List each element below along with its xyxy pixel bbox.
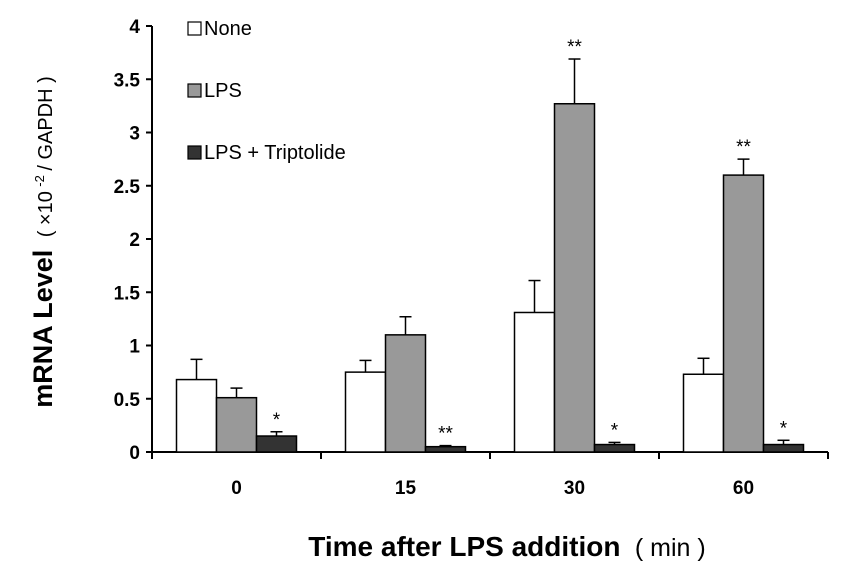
significance-marker: ** [438, 424, 453, 445]
x-axis-title-main: Time after LPS addition [308, 531, 620, 562]
bar [424, 445, 467, 453]
bar [215, 396, 258, 453]
legend-label: LPS + Triptolide [204, 142, 346, 164]
significance-marker: * [273, 410, 281, 431]
legend-swatch [187, 21, 202, 36]
y-tick-label: 2 [129, 230, 140, 251]
significance-marker: ** [736, 137, 751, 158]
y-tick-label: 2.5 [114, 177, 141, 198]
y-tick-label: 0 [129, 443, 140, 464]
y-tick-label: 1.5 [114, 283, 141, 304]
bar [255, 435, 298, 453]
legend-swatch [187, 145, 202, 160]
significance-marker: * [611, 420, 619, 441]
bar [722, 174, 765, 453]
bar [762, 443, 805, 453]
bar [175, 378, 218, 453]
x-axis-title-unit: ( min ) [635, 534, 706, 562]
legend-label: None [204, 18, 252, 40]
significance-marker: * [780, 418, 788, 439]
bar [553, 102, 596, 453]
y-tick-label: 1 [129, 337, 140, 358]
y-tick-label: 3 [129, 124, 140, 145]
y-tick-label: 4 [129, 17, 140, 38]
significance-marker: ** [567, 37, 582, 58]
bar [593, 443, 636, 453]
bar [344, 371, 387, 453]
x-tick-label: 15 [395, 478, 417, 499]
x-axis-title: Time after LPS addition ( min ) [308, 531, 705, 562]
legend: None LPS LPS + Triptolide [187, 18, 346, 164]
bar [682, 373, 725, 453]
legend-label: LPS [204, 80, 242, 102]
plot-area: 00.511.522.533.540 15 30 60********* [114, 17, 829, 499]
y-tick-label: 0.5 [114, 390, 141, 411]
y-axis-title-unit-post: / GAPDH ) [35, 76, 57, 170]
x-tick-label: 60 [733, 478, 754, 499]
bar [384, 334, 427, 453]
y-axis-title-unit-pre: ( ×10 [35, 191, 57, 237]
y-axis-title: mRNA Level ( ×10 -2 / GAPDH ) [28, 76, 58, 408]
legend-swatch [187, 83, 202, 98]
y-axis-title-main: mRNA Level [28, 250, 58, 408]
x-tick-label: 30 [564, 478, 585, 499]
x-tick-label: 0 [231, 478, 242, 499]
y-axis-title-unit-sup: -2 [32, 175, 47, 187]
y-tick-label: 3.5 [114, 70, 141, 91]
bar [513, 311, 556, 453]
